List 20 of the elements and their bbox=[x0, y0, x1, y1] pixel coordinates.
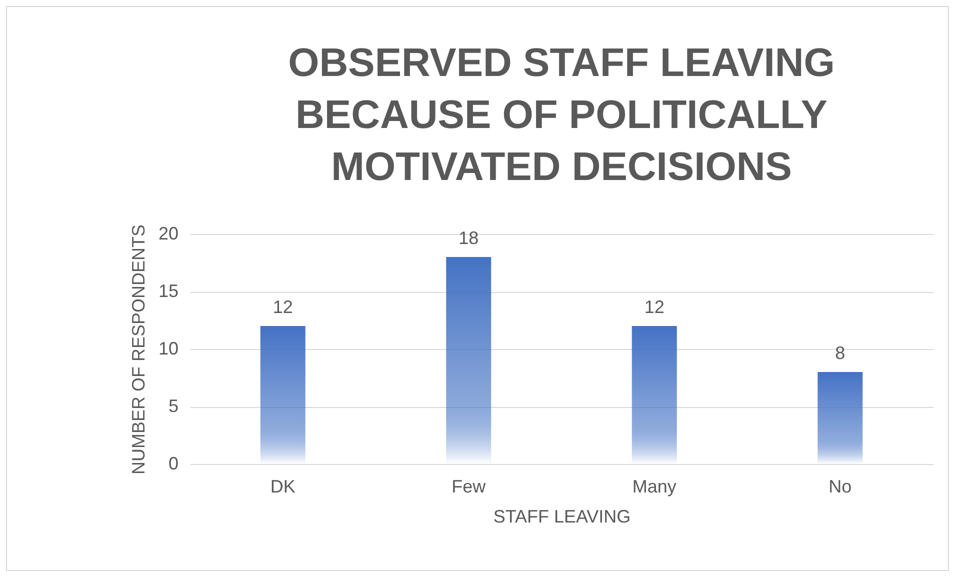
data-label: 18 bbox=[458, 228, 479, 248]
bar bbox=[818, 372, 863, 464]
data-label: 12 bbox=[272, 297, 293, 317]
y-tick-label: 15 bbox=[158, 281, 178, 301]
x-axis-title: STAFF LEAVING bbox=[493, 506, 631, 526]
x-tick-label: Few bbox=[452, 476, 487, 496]
y-tick-label: 20 bbox=[158, 224, 178, 244]
y-axis-title: NUMBER OF RESPONDENTS bbox=[128, 224, 148, 475]
x-tick-label: No bbox=[828, 476, 852, 496]
bar bbox=[632, 326, 677, 464]
x-tick-label: Many bbox=[632, 476, 676, 496]
bar bbox=[260, 326, 306, 464]
bar bbox=[446, 257, 492, 464]
data-label: 12 bbox=[644, 297, 664, 317]
y-tick-label: 10 bbox=[158, 338, 178, 358]
x-tick-label: DK bbox=[270, 476, 296, 496]
y-tick-label: 0 bbox=[168, 454, 178, 474]
chart-title: OBSERVED STAFF LEAVING BECAUSE OF POLITICALLY MOTIVATED DECISIONS bbox=[288, 40, 835, 189]
y-tick-label: 5 bbox=[168, 396, 178, 416]
data-label: 8 bbox=[835, 343, 846, 363]
